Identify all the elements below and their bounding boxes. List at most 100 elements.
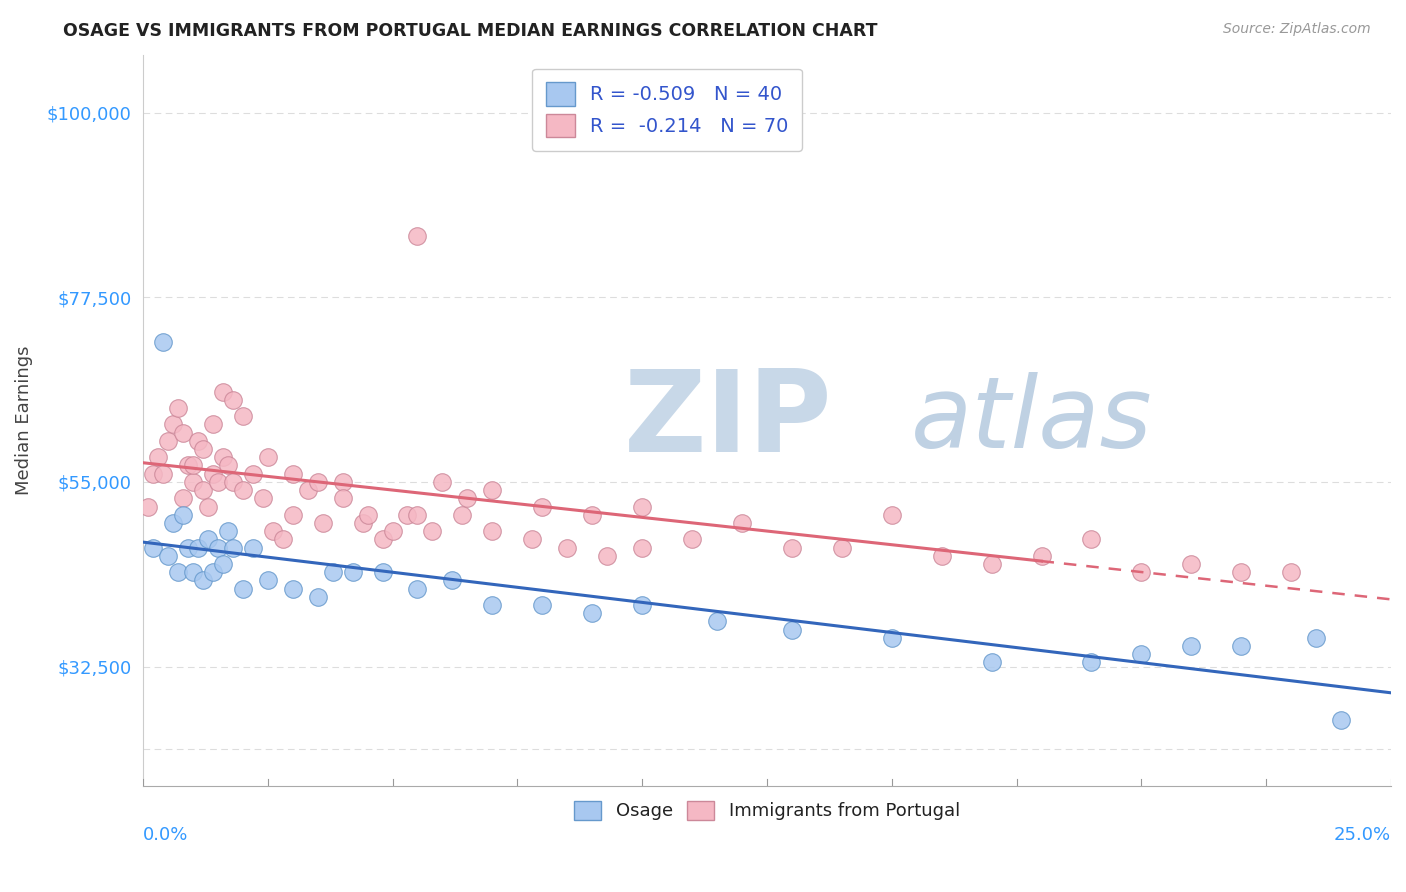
Point (201, 565, 224, 579)
Point (522, 533, 544, 547)
Point (152, 335, 174, 350)
Point (222, 541, 245, 555)
Point (731, 516, 754, 530)
Point (1230, 565, 1253, 579)
Point (980, 656, 1002, 670)
Text: Source: ZipAtlas.com: Source: ZipAtlas.com (1223, 22, 1371, 37)
Point (555, 541, 578, 555)
Point (297, 483, 319, 497)
Point (281, 582, 304, 596)
Point (152, 467, 174, 481)
Text: OSAGE VS IMMIGRANTS FROM PORTUGAL MEDIAN EARNINGS CORRELATION CHART: OSAGE VS IMMIGRANTS FROM PORTUGAL MEDIAN… (63, 22, 877, 40)
Point (211, 557, 233, 571)
Point (242, 467, 264, 481)
Point (1080, 656, 1102, 670)
Point (181, 565, 204, 579)
Point (201, 467, 224, 481)
Point (980, 557, 1002, 571)
Point (181, 458, 204, 473)
Point (631, 500, 654, 514)
Point (631, 541, 654, 555)
Point (581, 606, 603, 620)
Y-axis label: Median Earnings: Median Earnings (15, 345, 32, 495)
Point (166, 565, 188, 579)
Point (242, 541, 264, 555)
Point (307, 590, 329, 604)
Point (1080, 533, 1102, 547)
Point (191, 574, 214, 588)
Point (356, 508, 378, 522)
Point (222, 475, 245, 489)
Point (142, 467, 165, 481)
Point (222, 392, 245, 407)
Point (217, 524, 239, 538)
Point (211, 384, 233, 399)
Point (307, 475, 329, 489)
Point (197, 500, 219, 514)
Text: atlas: atlas (911, 372, 1152, 469)
Point (1330, 713, 1353, 727)
Point (831, 541, 853, 555)
Point (441, 574, 464, 588)
Point (232, 409, 254, 424)
Point (451, 508, 474, 522)
Point (1180, 557, 1202, 571)
Point (252, 491, 274, 506)
Point (631, 598, 654, 612)
Point (207, 541, 229, 555)
Point (422, 524, 444, 538)
Point (191, 483, 214, 497)
Point (136, 500, 159, 514)
Point (181, 475, 204, 489)
Point (481, 598, 503, 612)
Point (207, 475, 229, 489)
Point (371, 565, 394, 579)
Point (1031, 549, 1053, 563)
Point (172, 491, 194, 506)
Point (197, 533, 219, 547)
Point (352, 516, 374, 530)
Point (531, 500, 554, 514)
Point (232, 483, 254, 497)
Point (187, 434, 209, 448)
Point (880, 508, 903, 522)
Point (706, 615, 728, 629)
Point (481, 483, 503, 497)
Point (142, 541, 165, 555)
Point (166, 401, 188, 415)
Point (201, 417, 224, 432)
Point (880, 631, 903, 645)
Point (481, 524, 503, 538)
Legend: Osage, Immigrants from Portugal: Osage, Immigrants from Portugal (567, 794, 967, 828)
Point (456, 491, 478, 506)
Point (262, 524, 284, 538)
Point (342, 565, 364, 579)
Point (191, 442, 214, 456)
Text: 25.0%: 25.0% (1334, 826, 1391, 844)
Point (931, 549, 953, 563)
Point (281, 508, 304, 522)
Point (406, 228, 429, 243)
Point (281, 467, 304, 481)
Point (596, 549, 619, 563)
Point (311, 516, 333, 530)
Point (211, 450, 233, 465)
Point (256, 450, 278, 465)
Point (1130, 565, 1153, 579)
Point (581, 508, 603, 522)
Text: ZIP: ZIP (623, 365, 832, 475)
Point (156, 549, 179, 563)
Point (172, 425, 194, 440)
Point (1230, 639, 1253, 653)
Point (406, 508, 429, 522)
Point (681, 533, 703, 547)
Point (232, 582, 254, 596)
Point (432, 475, 454, 489)
Text: 0.0%: 0.0% (143, 826, 188, 844)
Point (332, 475, 354, 489)
Point (156, 434, 179, 448)
Point (1180, 639, 1202, 653)
Point (146, 450, 169, 465)
Point (256, 574, 278, 588)
Point (271, 533, 294, 547)
